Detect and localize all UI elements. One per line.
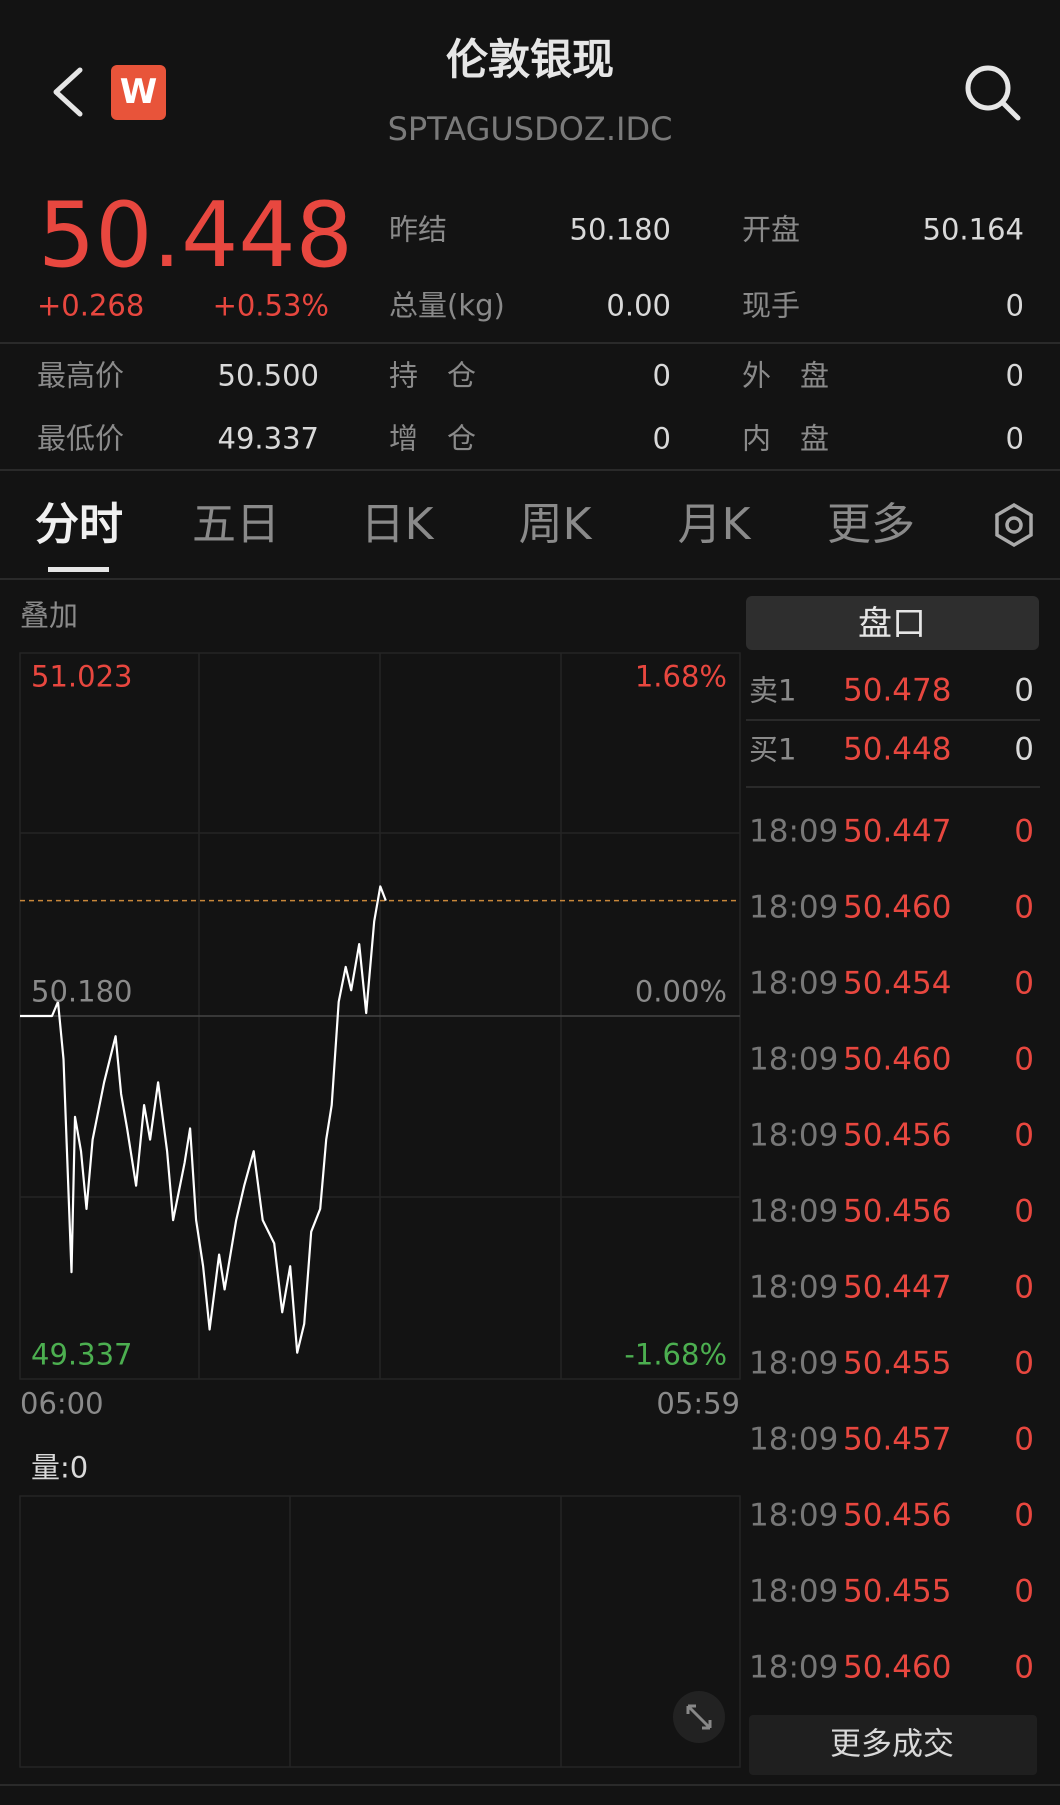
title: 伦敦银现 bbox=[445, 35, 615, 84]
x-tick-label: 05:59 bbox=[656, 1386, 740, 1421]
y-tick-label: 49.337 bbox=[31, 1337, 133, 1372]
back-button[interactable] bbox=[53, 67, 83, 117]
trade-time: 18:09 bbox=[749, 813, 839, 850]
x-tick-label: 06:00 bbox=[20, 1386, 104, 1421]
order-volume: 0 bbox=[1014, 672, 1034, 709]
y2-tick-label: -1.68% bbox=[624, 1337, 727, 1372]
trade-price: 50.456 bbox=[843, 1193, 952, 1230]
settings-button[interactable] bbox=[995, 502, 1033, 548]
trade-volume: 0 bbox=[1014, 1041, 1034, 1078]
last-price: 50.448 bbox=[38, 183, 353, 288]
stat-label: 增 仓 bbox=[389, 421, 477, 456]
tab[interactable]: 周K bbox=[518, 499, 592, 550]
stat-value: 0 bbox=[1005, 358, 1024, 393]
stat-label: 最低价 bbox=[37, 421, 125, 456]
y2-tick-label: 1.68% bbox=[634, 659, 727, 694]
y-tick-label: 51.023 bbox=[31, 659, 133, 694]
stat-value: 50.180 bbox=[569, 212, 671, 247]
more-trades[interactable]: 更多成交 bbox=[830, 1726, 954, 1763]
order-price: 50.478 bbox=[843, 672, 952, 709]
stat-label: 昨结 bbox=[389, 212, 448, 247]
stat-value: 50.164 bbox=[922, 212, 1024, 247]
tab[interactable]: 月K bbox=[677, 499, 751, 550]
more-trades-button[interactable] bbox=[749, 1715, 1037, 1775]
trade-time: 18:09 bbox=[749, 1117, 839, 1154]
stat-label: 最高价 bbox=[37, 358, 125, 393]
trade-time: 18:09 bbox=[749, 1497, 839, 1534]
tab[interactable]: 五日 bbox=[192, 499, 280, 550]
trade-volume: 0 bbox=[1014, 1573, 1034, 1610]
active-tab-indicator bbox=[48, 567, 109, 572]
trade-price: 50.447 bbox=[843, 813, 952, 850]
badge-letter: W bbox=[120, 72, 158, 112]
tab[interactable]: 分时 bbox=[35, 499, 123, 550]
order-side: 卖1 bbox=[749, 673, 797, 708]
stat-label: 持 仓 bbox=[389, 358, 477, 393]
trade-price: 50.460 bbox=[843, 889, 952, 926]
trade-volume: 0 bbox=[1014, 1269, 1034, 1306]
trade-price: 50.454 bbox=[843, 965, 952, 1002]
trade-time: 18:09 bbox=[749, 965, 839, 1002]
volume-frame bbox=[19, 1495, 741, 1768]
trade-volume: 0 bbox=[1014, 1193, 1034, 1230]
trade-price: 50.456 bbox=[843, 1497, 952, 1534]
tab[interactable]: 更多 bbox=[827, 499, 915, 550]
stat-value: 0 bbox=[1005, 288, 1024, 323]
order-book-tab[interactable] bbox=[746, 596, 1039, 650]
stat-label: 现手 bbox=[742, 288, 801, 323]
order-price: 50.448 bbox=[843, 731, 952, 768]
price-line bbox=[20, 885, 387, 1354]
change: +0.268 bbox=[37, 288, 145, 323]
stat-value: 0 bbox=[1005, 421, 1024, 456]
volume-label: 量:0 bbox=[31, 1450, 89, 1485]
trade-volume: 0 bbox=[1014, 813, 1034, 850]
stat-value: 49.337 bbox=[217, 421, 319, 456]
trade-price: 50.456 bbox=[843, 1117, 952, 1154]
stat-label: 内 盘 bbox=[742, 421, 830, 456]
trade-volume: 0 bbox=[1014, 1649, 1034, 1686]
trade-volume: 0 bbox=[1014, 1421, 1034, 1458]
trade-price: 50.457 bbox=[843, 1421, 952, 1458]
trade-time: 18:09 bbox=[749, 1269, 839, 1306]
y2-tick-label: 0.00% bbox=[634, 974, 727, 1009]
order-book-title[interactable]: 盘口 bbox=[858, 604, 926, 644]
stat-value: 0.00 bbox=[606, 288, 671, 323]
app-badge bbox=[111, 65, 166, 120]
order-volume: 0 bbox=[1014, 731, 1034, 768]
trade-price: 50.455 bbox=[843, 1573, 952, 1610]
trade-price: 50.455 bbox=[843, 1345, 952, 1382]
trade-time: 18:09 bbox=[749, 1421, 839, 1458]
stat-label: 外 盘 bbox=[742, 358, 830, 393]
trade-volume: 0 bbox=[1014, 965, 1034, 1002]
trade-volume: 0 bbox=[1014, 1345, 1034, 1382]
trade-time: 18:09 bbox=[749, 1193, 839, 1230]
stat-value: 0 bbox=[652, 358, 671, 393]
stat-value: 0 bbox=[652, 421, 671, 456]
change-percent: +0.53% bbox=[212, 288, 329, 323]
trade-time: 18:09 bbox=[749, 1649, 839, 1686]
trade-time: 18:09 bbox=[749, 1345, 839, 1382]
trade-volume: 0 bbox=[1014, 1117, 1034, 1154]
trade-price: 50.460 bbox=[843, 1649, 952, 1686]
trade-time: 18:09 bbox=[749, 1573, 839, 1610]
stat-label: 总量(kg) bbox=[389, 288, 505, 323]
tab[interactable]: 日K bbox=[360, 499, 434, 550]
trade-price: 50.447 bbox=[843, 1269, 952, 1306]
trade-time: 18:09 bbox=[749, 889, 839, 926]
stat-label: 开盘 bbox=[742, 212, 801, 247]
stat-value: 50.500 bbox=[217, 358, 319, 393]
order-side: 买1 bbox=[749, 732, 797, 767]
expand-button[interactable] bbox=[673, 1691, 725, 1743]
overlay-button[interactable]: 叠加 bbox=[20, 598, 79, 633]
trade-volume: 0 bbox=[1014, 889, 1034, 926]
trade-price: 50.460 bbox=[843, 1041, 952, 1078]
trade-time: 18:09 bbox=[749, 1041, 839, 1078]
subtitle: SPTAGUSDOZ.IDC bbox=[387, 110, 673, 148]
grid bbox=[289, 1496, 562, 1767]
search-button[interactable] bbox=[965, 65, 1021, 121]
y-tick-label: 50.180 bbox=[31, 974, 133, 1009]
trade-volume: 0 bbox=[1014, 1497, 1034, 1534]
